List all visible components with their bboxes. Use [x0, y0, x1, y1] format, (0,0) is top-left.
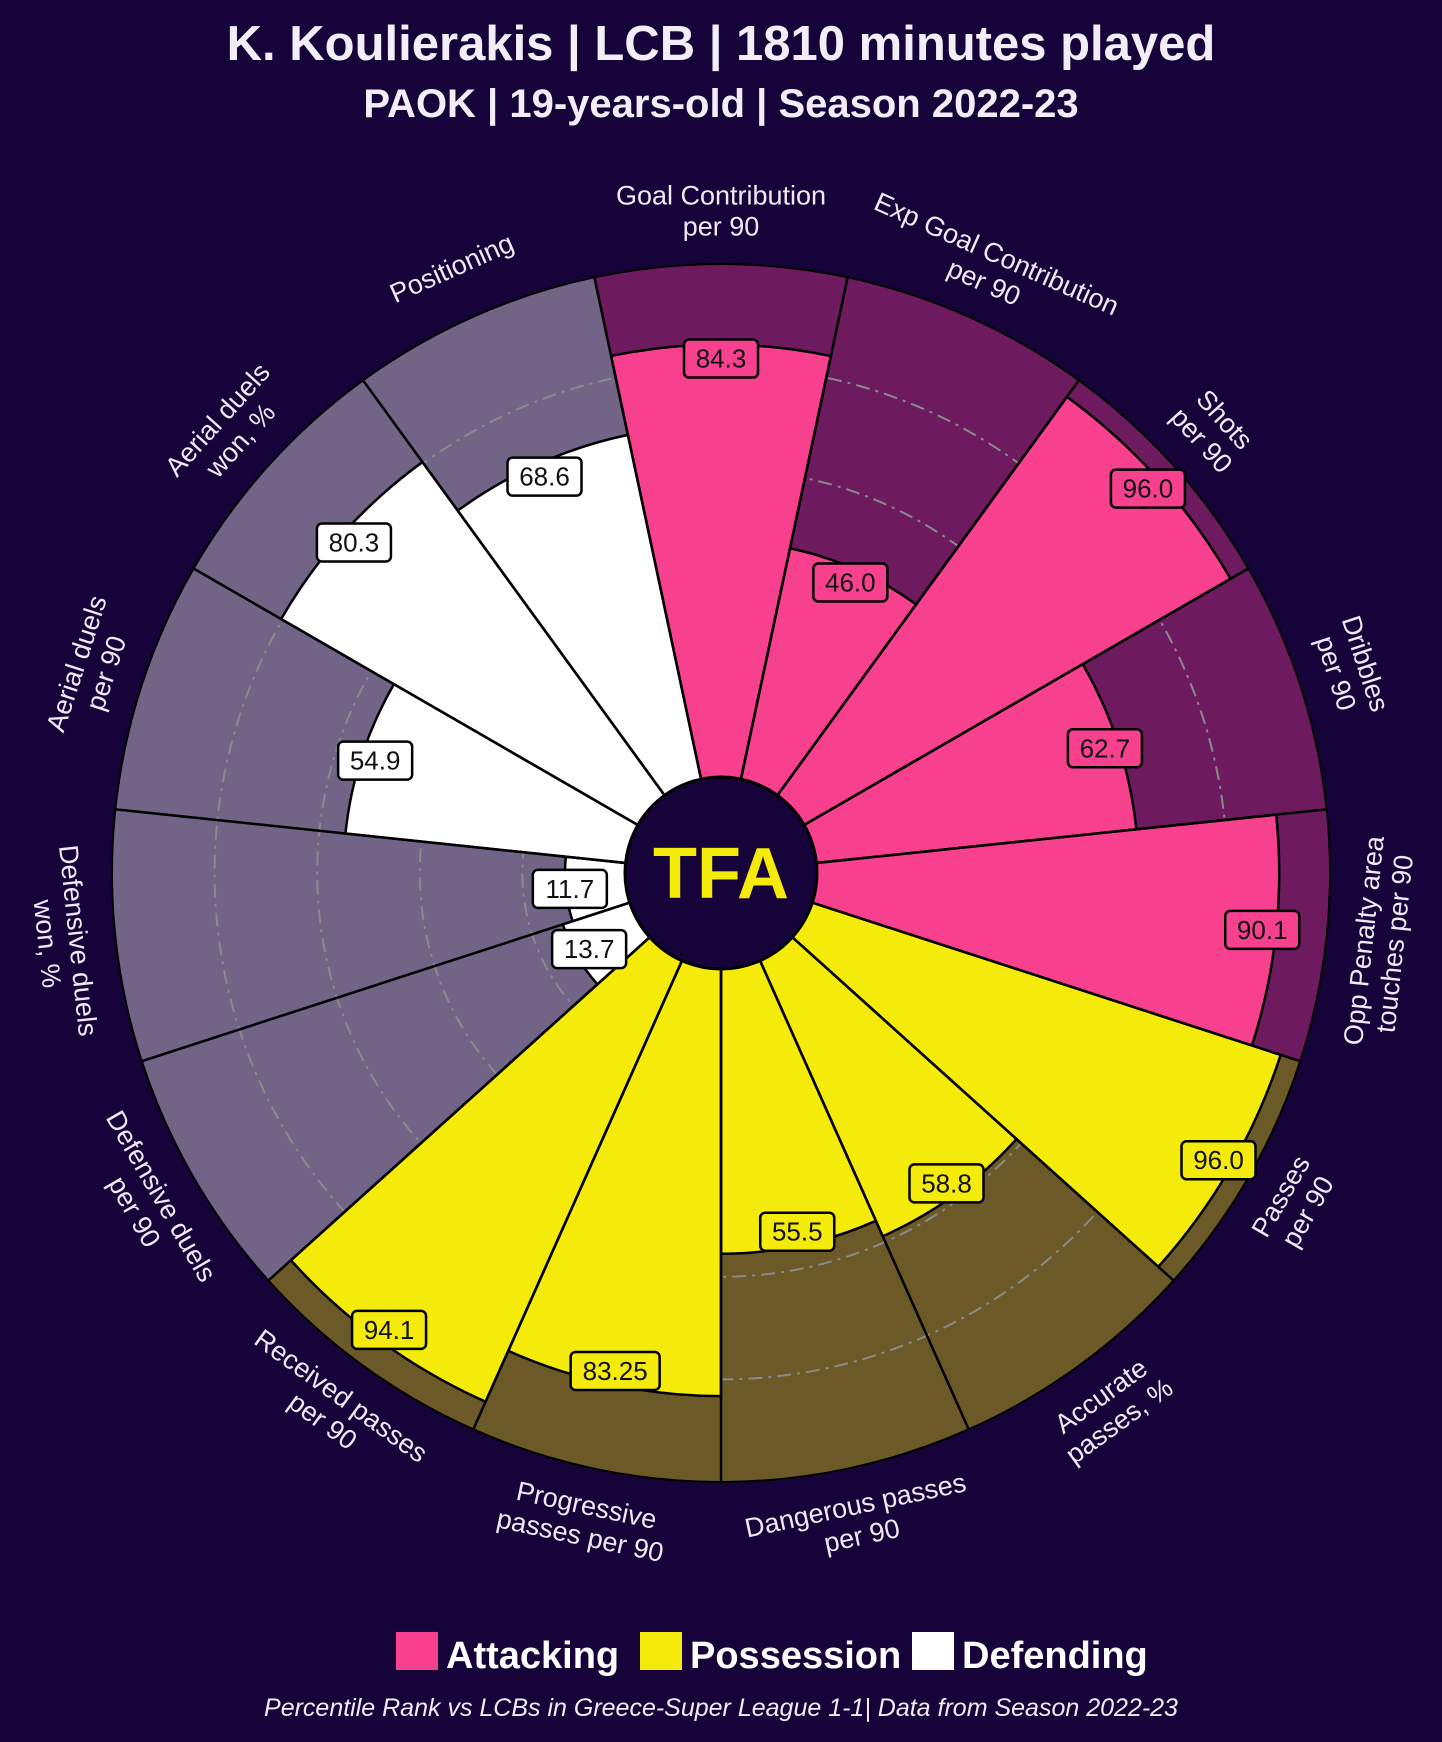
- value-label: 58.8: [921, 1168, 972, 1198]
- value-label: 84.3: [696, 344, 747, 374]
- legend-label-attacking: Attacking: [446, 1635, 619, 1677]
- center-circle: [623, 775, 819, 971]
- slice-divider: [362, 379, 723, 874]
- value-label: 62.7: [1080, 733, 1131, 763]
- value-box: [350, 1309, 428, 1351]
- value-label: 54.9: [350, 746, 401, 776]
- chart-subtitle: PAOK | 19-years-old | Season 2022-23: [363, 82, 1078, 126]
- value-label: 96.0: [1123, 474, 1174, 504]
- slice-divider: [719, 379, 1080, 874]
- slices: [111, 263, 1331, 1484]
- value-label: 13.7: [564, 934, 615, 964]
- slice-background: [140, 872, 722, 1282]
- value-label: 68.6: [519, 462, 570, 492]
- value-label: 90.1: [1237, 915, 1288, 945]
- value-box: [1066, 728, 1144, 769]
- legend-label-possession: Possession: [690, 1635, 901, 1677]
- value-box: [1109, 468, 1187, 509]
- slice-divider: [192, 567, 722, 875]
- slice-divider: [115, 808, 722, 875]
- value-box: [1223, 909, 1301, 951]
- slice-divider: [593, 277, 723, 874]
- value-box: [908, 1163, 985, 1204]
- value-box: [336, 740, 414, 781]
- param-label: Positioning: [385, 228, 518, 309]
- slice-divider: [720, 871, 1301, 1063]
- slice-divider: [141, 871, 722, 1063]
- value-box: [569, 1350, 661, 1392]
- footer-note: Percentile Rank vs LCBs in Greece-Super …: [264, 1694, 1178, 1722]
- value-label: 46.0: [825, 568, 876, 598]
- value-box: [812, 562, 889, 603]
- value-box: [682, 338, 760, 379]
- chart-title: K. Koulierakis | LCB | 1810 minutes play…: [227, 17, 1216, 71]
- value-box: [506, 456, 583, 497]
- value-box: [1180, 1139, 1257, 1181]
- legend-label-defending: Defending: [962, 1635, 1148, 1677]
- legend-swatch-attacking: [396, 1632, 438, 1670]
- value-label: 55.5: [772, 1217, 823, 1247]
- legend-swatch-possession: [640, 1632, 682, 1670]
- slice-divider: [719, 872, 970, 1430]
- legend-swatch-defending: [912, 1632, 954, 1670]
- param-label-line: Positioning: [385, 228, 518, 309]
- value-label: 94.1: [364, 1315, 415, 1345]
- value-label: 80.3: [329, 527, 380, 557]
- slice-divider: [719, 277, 849, 874]
- param-label-line: per 90: [683, 212, 760, 242]
- value-box: [315, 522, 393, 563]
- value-label: 96.0: [1193, 1145, 1244, 1175]
- slice-divider: [267, 872, 722, 1282]
- value-label: 11.7: [545, 874, 594, 904]
- legend: Attacking Possession Defending: [396, 1632, 1148, 1677]
- value-box: [550, 928, 628, 970]
- tfa-logo: TFA: [653, 834, 789, 914]
- center-logo: TFA: [623, 775, 819, 971]
- param-label-line: Goal Contribution: [616, 181, 826, 211]
- value-box: [758, 1211, 836, 1252]
- slice-divider: [720, 872, 1175, 1282]
- slice-divider: [720, 808, 1327, 875]
- slice-divider: [472, 872, 723, 1430]
- slice-divider: [720, 567, 1250, 875]
- value-label: 83.25: [583, 1356, 648, 1386]
- value-box: [531, 868, 609, 910]
